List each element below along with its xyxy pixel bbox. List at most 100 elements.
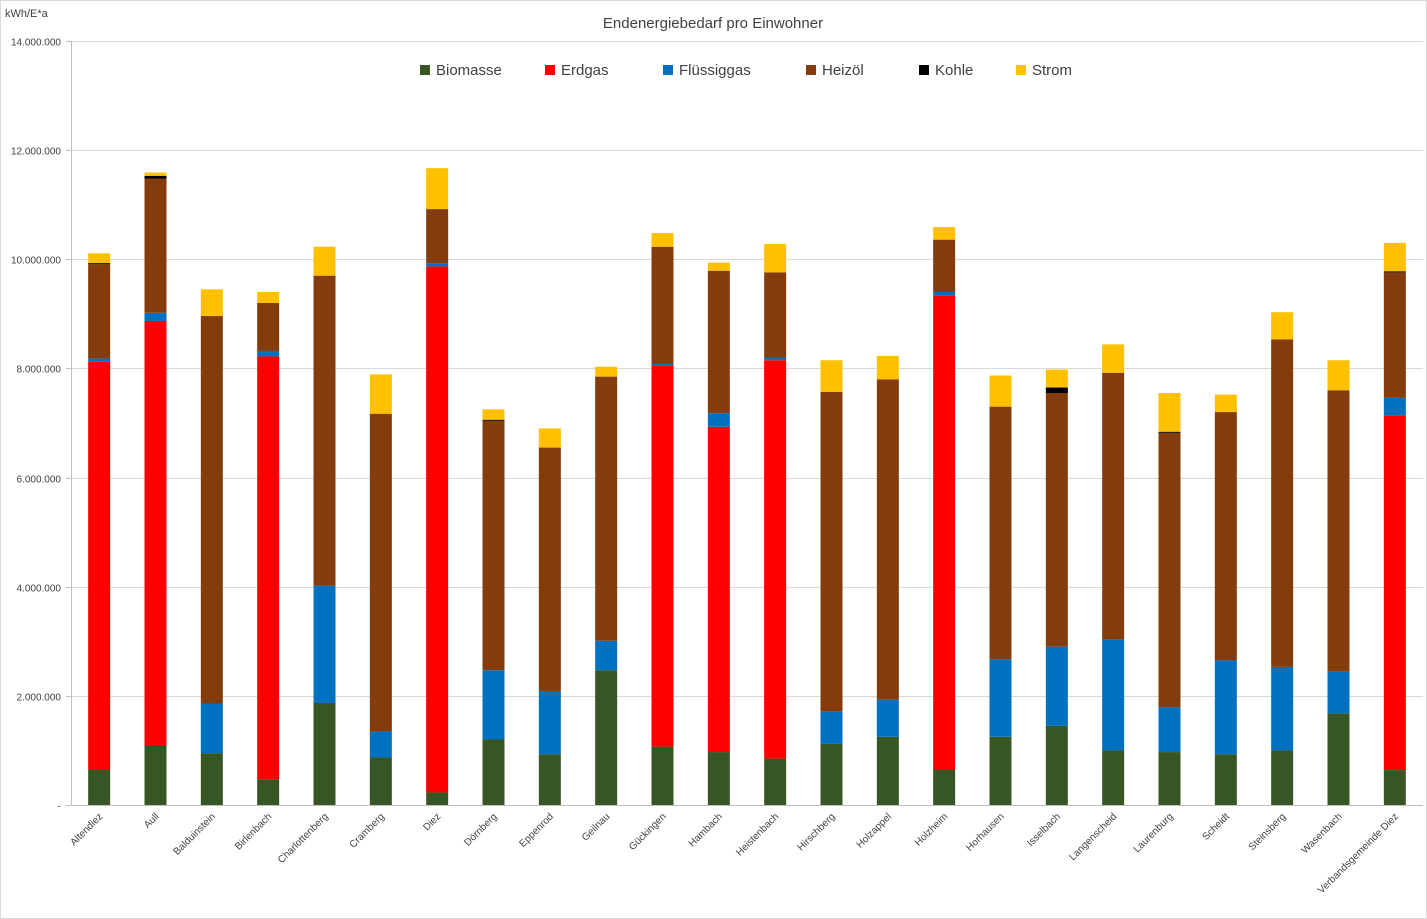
bar-segment-biomasse <box>1214 754 1237 805</box>
legend-swatch <box>663 65 673 75</box>
x-category-label: Geilnau <box>580 811 612 843</box>
legend-label: Erdgas <box>561 62 609 79</box>
bar-segment-heiz-l <box>933 239 956 293</box>
bar-segment-fl-ssiggas <box>482 670 505 740</box>
x-category-label: Eppenrod <box>518 811 556 849</box>
bar-segment-erdgas <box>144 320 167 745</box>
x-category-label: Aull <box>142 811 162 831</box>
bar-segment-fl-ssiggas <box>257 350 280 357</box>
bar-segment-strom <box>1327 360 1350 391</box>
x-category-label: Wasenbach <box>1300 811 1345 856</box>
bar-segment-strom <box>876 355 899 380</box>
bar-segment-strom <box>595 366 618 377</box>
bar-segment-biomasse <box>820 743 843 805</box>
bar-segment-fl-ssiggas <box>989 659 1012 737</box>
bar-segment-heiz-l <box>1102 372 1125 640</box>
bar-segment-heiz-l <box>1327 390 1350 672</box>
x-category-label: Scheidt <box>1201 811 1233 843</box>
bar-segment-erdgas <box>933 295 956 770</box>
legend: Biomasse Erdgas Flüssiggas Heizöl Kohle Strom <box>420 62 1072 79</box>
x-category-label: Altendiez <box>68 811 105 848</box>
bar-segment-heiz-l <box>989 406 1012 660</box>
legend-label: Heizöl <box>822 62 864 79</box>
bar-segment-strom <box>482 409 505 420</box>
x-category-label: Holzappel <box>855 811 894 850</box>
bar-segment-strom <box>1271 312 1294 340</box>
bar-segment-kohle <box>1383 271 1406 273</box>
bar-segment-biomasse <box>707 752 730 805</box>
bar-segment-heiz-l <box>144 178 167 313</box>
bar-segment-fl-ssiggas <box>1383 397 1406 416</box>
x-category-label: Charlottenberg <box>276 811 331 866</box>
bar-segment-biomasse <box>933 769 956 805</box>
bar-segment-biomasse <box>876 736 899 805</box>
bar-segment-erdgas <box>707 426 730 753</box>
bar-segment-fl-ssiggas <box>764 357 787 361</box>
bar-segment-fl-ssiggas <box>651 363 674 366</box>
bar-segment-biomasse <box>651 746 674 805</box>
bar-segment-strom <box>989 375 1012 407</box>
bar-segment-biomasse <box>369 757 392 805</box>
y-tick-label: 12.000.000 <box>11 147 61 158</box>
bar-segment-biomasse <box>1102 750 1125 805</box>
bar-segment-biomasse <box>426 792 449 805</box>
bar-segment-erdgas <box>651 365 674 747</box>
y-tick-label: 8.000.000 <box>17 365 62 376</box>
bar-segment-kohle <box>482 419 505 421</box>
x-category-label: Holzheim <box>913 811 950 848</box>
y-tick-label: 14.000.000 <box>11 38 61 49</box>
bar-segment-kohle <box>1158 431 1181 433</box>
bar-segment-erdgas <box>1383 415 1406 771</box>
bar-segment-heiz-l <box>707 270 730 414</box>
legend-swatch <box>545 65 555 75</box>
bar-segment-kohle <box>88 263 111 265</box>
bar-segment-kohle <box>144 175 167 179</box>
bar-segment-strom <box>1214 394 1237 413</box>
bar-segment-heiz-l <box>1383 272 1406 398</box>
bar-segment-strom <box>144 172 167 176</box>
bar-segment-strom <box>820 360 843 392</box>
legend-label: Kohle <box>935 62 973 79</box>
bar-segment-fl-ssiggas <box>1045 646 1068 726</box>
legend-swatch <box>919 65 929 75</box>
bar-segment-heiz-l <box>1158 432 1181 708</box>
y-tick-label: - <box>58 802 61 813</box>
y-axis-unit-label: kWh/E*a <box>5 8 49 20</box>
bar-segment-biomasse <box>538 754 561 805</box>
bar-segment-kohle <box>1045 387 1068 393</box>
bar-segment-heiz-l <box>651 246 674 364</box>
bar-segment-fl-ssiggas <box>933 292 956 296</box>
bar-segment-biomasse <box>1271 750 1294 805</box>
bar-segment-strom <box>538 428 561 448</box>
legend-label: Strom <box>1032 62 1072 79</box>
bar-segment-strom <box>426 168 449 210</box>
bar-segment-biomasse <box>595 670 618 805</box>
bar-segment-heiz-l <box>1045 392 1068 647</box>
bar-segment-strom <box>313 246 336 276</box>
bar-segment-biomasse <box>144 744 167 805</box>
bar-segment-heiz-l <box>257 302 280 351</box>
bar-segment-biomasse <box>1327 713 1350 805</box>
bar-segment-biomasse <box>313 702 336 805</box>
legend-label: Flüssiggas <box>679 62 751 79</box>
bar-segment-erdgas <box>764 360 787 759</box>
legend-label: Biomasse <box>436 62 502 79</box>
bar-segment-strom <box>1158 392 1181 432</box>
bar-segment-fl-ssiggas <box>707 413 730 427</box>
bar-segment-strom <box>88 253 111 264</box>
x-category-label: Heistenbach <box>734 811 781 858</box>
bar-segment-heiz-l <box>88 264 111 359</box>
x-category-label: Balduinstein <box>172 811 218 857</box>
bar-segment-heiz-l <box>876 379 899 700</box>
bar-segment-heiz-l <box>1271 339 1294 667</box>
bar-segment-fl-ssiggas <box>144 312 167 321</box>
bar-segment-strom <box>1045 369 1068 388</box>
bar-segment-heiz-l <box>538 447 561 691</box>
bar-segment-biomasse <box>1158 752 1181 805</box>
bar-segment-fl-ssiggas <box>88 358 111 362</box>
x-category-label: Langenscheid <box>1067 811 1119 863</box>
bar-segment-strom <box>764 244 787 273</box>
bar-segment-biomasse <box>200 753 223 805</box>
